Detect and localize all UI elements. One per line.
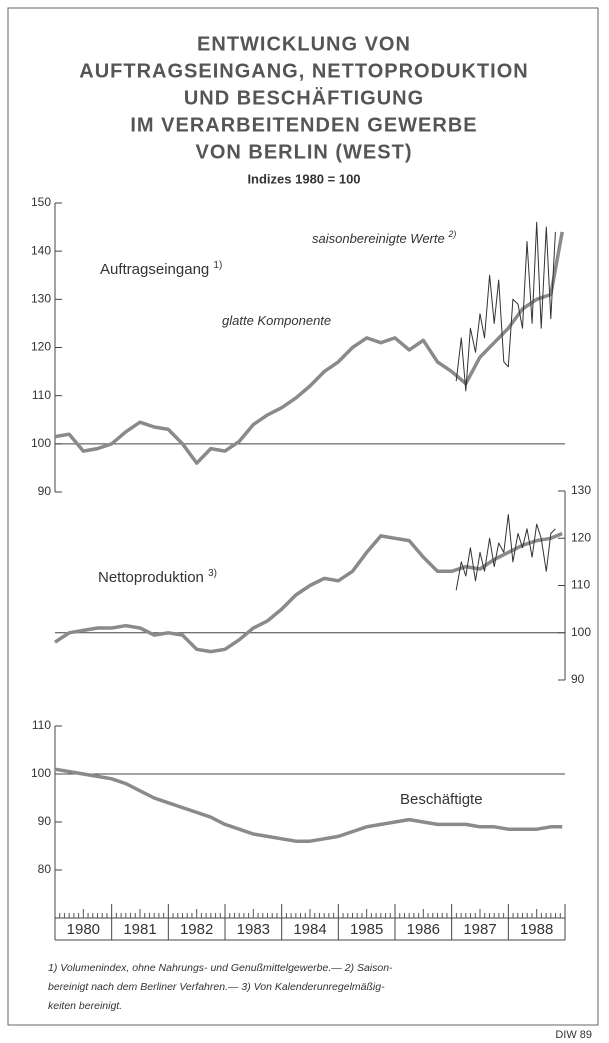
y-tick-label: 110 bbox=[571, 578, 590, 592]
x-tick-label: 1986 bbox=[407, 921, 440, 938]
y-tick-label: 90 bbox=[38, 814, 52, 828]
x-tick-label: 1983 bbox=[237, 921, 270, 938]
y-tick-label: 90 bbox=[38, 484, 52, 498]
panel-label-text: Auftragseingang bbox=[100, 261, 209, 278]
panel-label: Beschäftigte bbox=[400, 791, 483, 808]
series-label-text: saisonbereinigte Werte bbox=[312, 231, 445, 246]
y-tick-label: 80 bbox=[38, 862, 52, 876]
title-line: UND BESCHÄFTIGUNG bbox=[184, 86, 424, 109]
y-tick-label: 100 bbox=[571, 625, 591, 639]
x-tick-label: 1980 bbox=[67, 921, 100, 938]
subtitle: Indizes 1980 = 100 bbox=[247, 171, 360, 186]
y-tick-label: 100 bbox=[31, 766, 51, 780]
series-label: saisonbereinigte Werte 2) bbox=[312, 229, 456, 246]
title-line: AUFTRAGSEINGANG, NETTOPRODUKTION bbox=[79, 60, 528, 82]
series-line bbox=[455, 514, 556, 591]
series-line bbox=[54, 531, 563, 654]
x-tick-label: 1985 bbox=[350, 921, 383, 938]
series-label-note: 2) bbox=[447, 229, 456, 239]
frame bbox=[7, 7, 599, 1026]
title-line: ENTWICKLUNG VON bbox=[197, 33, 411, 55]
panel-label: Auftragseingang 1) bbox=[100, 260, 222, 278]
footnote: bereinigt nach dem Berliner Verfahren.— … bbox=[48, 981, 385, 993]
x-tick-label: 1981 bbox=[123, 921, 156, 938]
title-line: VON BERLIN (WEST) bbox=[196, 141, 413, 163]
series-line bbox=[455, 221, 556, 392]
footnote: 1) Volumenindex, ohne Nahrungs- und Genu… bbox=[48, 962, 393, 974]
y-tick-label: 130 bbox=[31, 292, 51, 306]
panel-label-note: 1) bbox=[213, 260, 222, 271]
panel-label-text: Beschäftigte bbox=[400, 791, 483, 808]
y-tick-label: 150 bbox=[31, 195, 51, 209]
footnote: keiten bereinigt. bbox=[48, 1000, 122, 1012]
series-label-text: glatte Komponente bbox=[222, 313, 331, 328]
y-tick-label: 100 bbox=[31, 436, 51, 450]
panel-label-text: Nettoproduktion bbox=[98, 569, 204, 586]
title-line: IM VERARBEITENDEN GEWERBE bbox=[130, 114, 477, 136]
panel-label-note: 3) bbox=[208, 568, 217, 579]
y-tick-label: 140 bbox=[31, 243, 51, 257]
x-tick-label: 1984 bbox=[293, 921, 326, 938]
panel-label: Nettoproduktion 3) bbox=[98, 568, 217, 586]
x-tick-label: 1987 bbox=[463, 921, 496, 938]
series-label: glatte Komponente bbox=[222, 313, 331, 328]
series-line bbox=[54, 767, 563, 843]
x-tick-label: 1988 bbox=[520, 921, 553, 938]
x-tick-label: 1982 bbox=[180, 921, 213, 938]
y-tick-label: 90 bbox=[571, 672, 585, 686]
y-tick-label: 130 bbox=[571, 483, 591, 497]
series-line bbox=[54, 231, 564, 465]
y-tick-label: 110 bbox=[32, 718, 51, 732]
source: DIW 89 bbox=[555, 1029, 592, 1041]
y-tick-label: 110 bbox=[32, 388, 51, 402]
y-tick-label: 120 bbox=[571, 530, 591, 544]
y-tick-label: 120 bbox=[31, 340, 51, 354]
